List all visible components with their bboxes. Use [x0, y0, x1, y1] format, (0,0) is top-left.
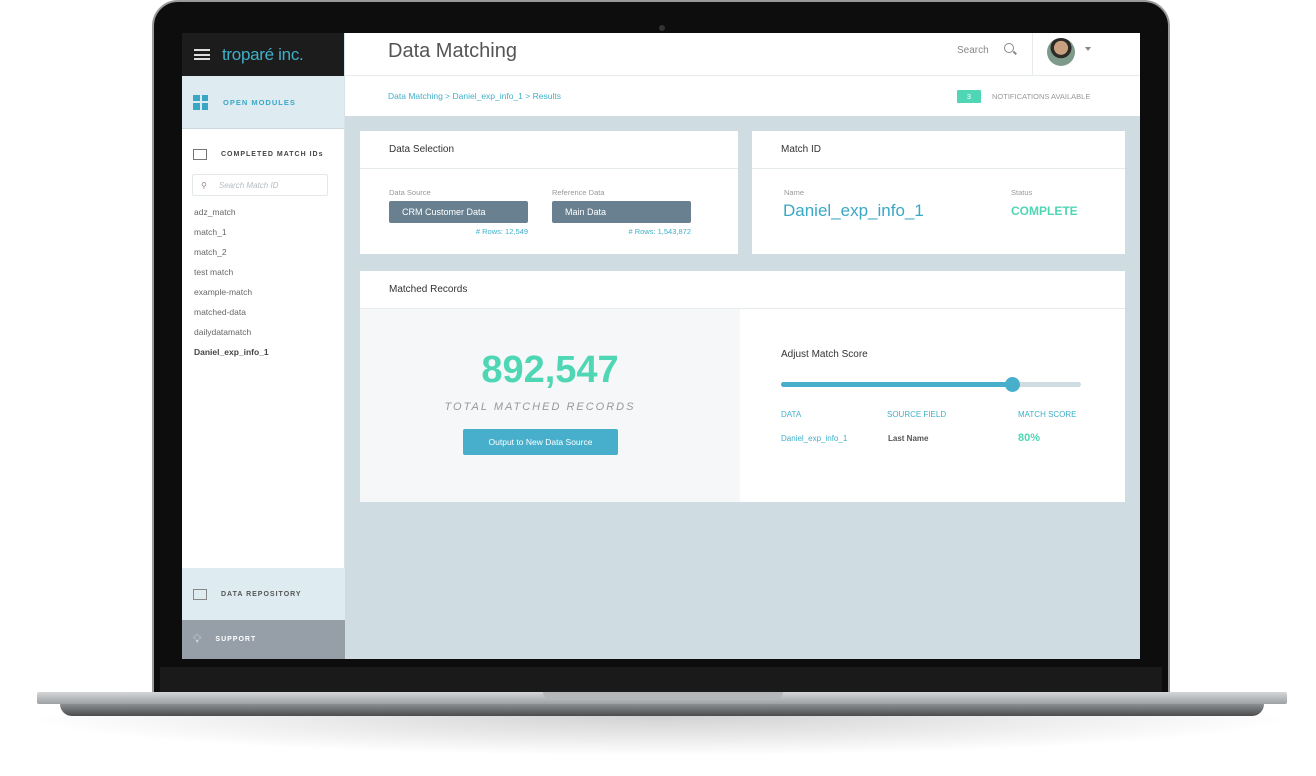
logo: troparé inc. [222, 44, 304, 64]
list-item[interactable]: adz_match [194, 207, 236, 217]
brand-bar: troparé inc. [182, 33, 344, 76]
lightbulb-icon: 💡︎ [193, 632, 202, 646]
notifications-label: NOTIFICATIONS AVAILABLE [992, 92, 1091, 101]
match-name: Daniel_exp_info_1 [783, 201, 924, 220]
list-item[interactable]: dailydatamatch [194, 327, 252, 337]
list-item[interactable]: example-match [194, 287, 253, 297]
row-match-score: 80% [1018, 432, 1041, 444]
list-item[interactable]: matched-data [194, 307, 246, 317]
laptop-shadow [20, 716, 1300, 756]
support-button[interactable]: 💡︎ SUPPORT [182, 620, 345, 659]
reference-data-rows: # Rows: 1,543,872 [628, 227, 691, 236]
divider [1032, 33, 1033, 76]
list-item[interactable]: match_1 [194, 227, 227, 237]
match-score-slider[interactable] [781, 377, 1081, 392]
laptop-base-bottom [60, 704, 1264, 716]
grid-icon [193, 94, 208, 110]
row-data[interactable]: Daniel_exp_info_1 [781, 434, 848, 443]
data-repository-button[interactable]: DATA REPOSITORY [182, 568, 345, 620]
header: Data Matching Search [345, 33, 1140, 76]
data-repository-label: DATA REPOSITORY [221, 590, 302, 598]
row-source-field: Last Name [888, 434, 929, 443]
breadcrumb[interactable]: Data Matching > Daniel_exp_info_1 > Resu… [388, 91, 561, 101]
reference-data-button[interactable]: Main Data [552, 201, 691, 223]
reference-data-label: Reference Data [552, 188, 605, 197]
completed-title: COMPLETED MATCH IDs [221, 151, 324, 158]
search-placeholder: Search Match ID [218, 180, 279, 190]
page-title: Data Matching [388, 40, 517, 62]
sidebar: troparé inc. OPEN MODULES COMPLETED MATC… [182, 33, 345, 659]
data-source-button[interactable]: CRM Customer Data [389, 201, 528, 223]
output-button[interactable]: Output to New Data Source [463, 429, 618, 455]
data-source-label: Data Source [389, 188, 431, 197]
match-id-list: adz_match match_1 match_2 test match exa… [182, 202, 344, 362]
laptop-bezel [160, 667, 1162, 693]
list-item[interactable]: match_2 [194, 247, 227, 257]
data-selection-card: Data Selection Data Source CRM Customer … [360, 131, 738, 254]
list-item[interactable]: test match [194, 267, 234, 277]
total-matched-label: TOTAL MATCHED RECORDS [444, 401, 636, 413]
laptop-notch [543, 692, 783, 700]
search-button[interactable]: Search [957, 45, 989, 56]
total-panel: 892,547 TOTAL MATCHED RECORDS Output to … [360, 309, 740, 502]
open-modules-label: OPEN MODULES [223, 97, 296, 107]
breadcrumb-bar: Data Matching > Daniel_exp_info_1 > Resu… [345, 76, 1140, 116]
webcam [659, 25, 665, 31]
column-header-source-field: SOURCE FIELD [887, 410, 947, 419]
adjust-score-label: Adjust Match Score [781, 349, 868, 360]
match-id-card: Match ID Name Daniel_exp_info_1 Status C… [752, 131, 1125, 254]
support-label: SUPPORT [215, 636, 257, 643]
matched-records-card: Matched Records 892,547 TOTAL MATCHED RE… [360, 271, 1125, 502]
card-title: Matched Records [360, 271, 1125, 309]
search-icon: ⚲ [201, 180, 207, 190]
status-label: Status [1011, 188, 1033, 197]
card-title: Data Selection [360, 131, 738, 169]
total-matched-count: 892,547 [481, 349, 619, 391]
menu-icon[interactable] [194, 49, 210, 60]
slider-fill [781, 382, 1012, 387]
search-match-id-input[interactable]: ⚲ Search Match ID [192, 174, 328, 196]
data-source-rows: # Rows: 12,549 [475, 227, 528, 236]
column-header-match-score: MATCH SCORE [1018, 410, 1077, 419]
column-header-data: DATA [781, 410, 802, 419]
slider-handle[interactable] [1005, 377, 1020, 392]
card-title: Match ID [752, 131, 1125, 169]
name-label: Name [784, 188, 805, 197]
status-badge: COMPLETE [1011, 204, 1078, 218]
folder-icon [193, 588, 207, 600]
avatar[interactable] [1047, 38, 1075, 66]
folder-download-icon [193, 149, 207, 160]
chevron-down-icon[interactable] [1085, 47, 1091, 51]
completed-match-ids-header: COMPLETED MATCH IDs [182, 129, 344, 160]
notification-badge[interactable]: 3 [957, 90, 981, 103]
search-icon[interactable] [1004, 43, 1014, 53]
open-modules-button[interactable]: OPEN MODULES [182, 76, 344, 129]
app-screen: troparé inc. OPEN MODULES COMPLETED MATC… [182, 33, 1140, 659]
list-item-active[interactable]: Daniel_exp_info_1 [194, 347, 269, 357]
